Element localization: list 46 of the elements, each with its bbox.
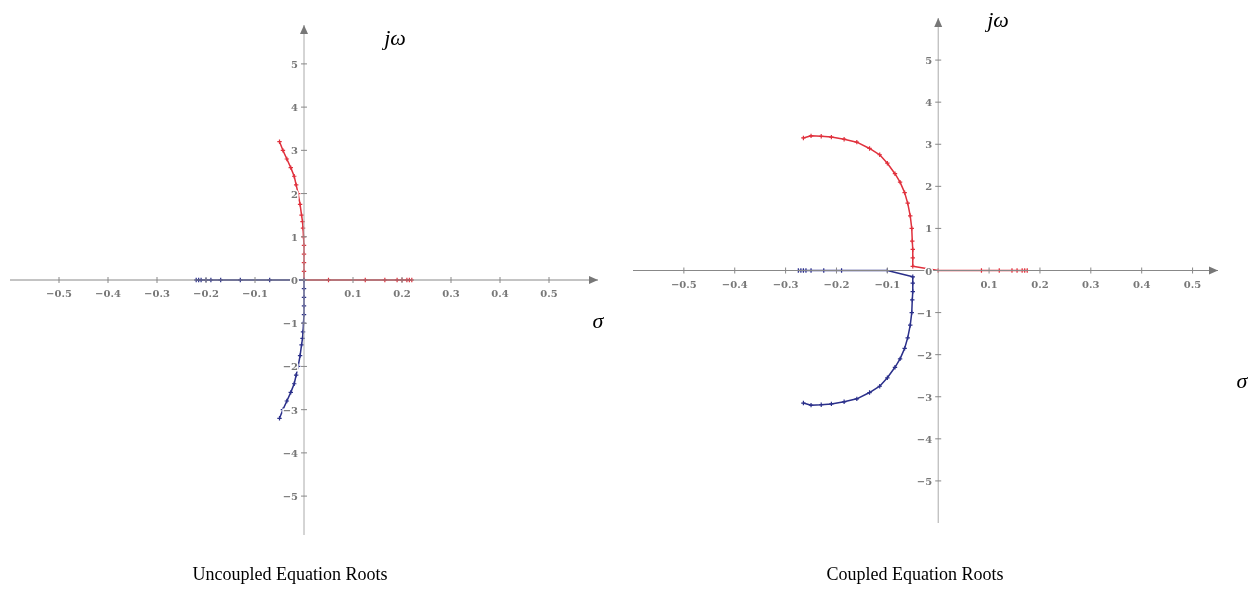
y-tick-label: −5 (916, 475, 933, 487)
x-tick-label: 0.1 (344, 288, 362, 299)
x-tick-label: −0.1 (874, 278, 901, 290)
y-axis-title: jω (381, 25, 406, 50)
y-tick-label: −3 (282, 404, 299, 416)
x-tick-label: 0.1 (980, 278, 998, 290)
y-tick-label: 3 (925, 139, 933, 151)
y-tick-label: −2 (282, 361, 299, 373)
y-tick-label: 5 (925, 55, 933, 67)
y-tick-label: 3 (291, 145, 299, 157)
y-axis-title: jω (984, 7, 1009, 32)
x-tick-label: 0.3 (1082, 278, 1100, 290)
x-tick-label: −0.4 (95, 288, 121, 299)
x-axis-title: σ (1236, 368, 1249, 393)
x-tick-label: −0.2 (193, 288, 219, 299)
x-tick-label: −0.1 (242, 288, 268, 299)
x-axis-title: σ (592, 308, 605, 333)
y-tick-label: 5 (291, 58, 299, 70)
x-tick-label: −0.4 (721, 278, 748, 290)
y-tick-label: −4 (916, 433, 933, 445)
x-tick-label: 0.2 (1031, 278, 1049, 290)
x-tick-label: 0.4 (1132, 278, 1151, 290)
x-tick-label: −0.5 (670, 278, 697, 290)
x-tick-label: 0.4 (491, 288, 509, 299)
y-tick-label: −1 (282, 318, 298, 330)
y-tick-label: 1 (291, 231, 298, 243)
x-tick-label: 0.2 (393, 288, 411, 299)
x-tick-label: 0.5 (540, 288, 558, 299)
x-tick-label: −0.3 (772, 278, 799, 290)
y-tick-label: −4 (282, 447, 299, 459)
text: Coupled Equation Roots (826, 564, 1004, 584)
y-tick-label: 4 (925, 97, 933, 109)
x-tick-label: 0.3 (442, 288, 460, 299)
x-tick-label: −0.3 (144, 288, 170, 299)
text: Uncoupled Equation Roots (192, 564, 388, 584)
y-tick-label: 1 (925, 223, 933, 235)
x-tick-label: 0.5 (1183, 278, 1202, 290)
y-tick-label: 2 (291, 188, 299, 200)
y-tick-label: 2 (925, 181, 933, 193)
y-tick-label: −2 (916, 349, 933, 361)
x-tick-label: −0.5 (46, 288, 72, 299)
y-tick-label: −5 (282, 491, 299, 503)
y-tick-label: −3 (916, 391, 933, 403)
y-tick-label: −1 (916, 307, 933, 319)
x-tick-label: −0.2 (823, 278, 850, 290)
y-tick-label: 4 (291, 102, 299, 114)
